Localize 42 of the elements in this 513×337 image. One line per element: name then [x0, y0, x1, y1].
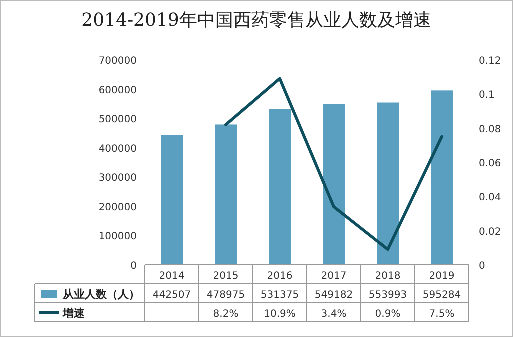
- data-label: 8.2%: [213, 309, 239, 320]
- data-label: 595284: [422, 290, 462, 301]
- bar: [269, 109, 291, 265]
- y-tick-label: 0: [130, 261, 137, 272]
- line-series: [224, 77, 444, 252]
- y2-tick-label: 0.06: [479, 158, 502, 170]
- data-label: 7.5%: [429, 309, 455, 320]
- x-tick-label: 2019: [429, 271, 455, 282]
- y2-tick-label: 0: [479, 261, 486, 272]
- legend-label: 增速: [62, 307, 86, 320]
- x-tick-label: 2016: [267, 271, 293, 282]
- data-label: 3.4%: [321, 309, 347, 320]
- x-tick-label: 2015: [213, 271, 239, 282]
- data-label: 478975: [206, 290, 246, 301]
- x-tick-label: 2014: [159, 271, 185, 282]
- y-tick-label: 100000: [98, 232, 137, 243]
- y-tick-label: 300000: [98, 173, 137, 184]
- bar: [431, 90, 453, 265]
- data-label: 442507: [152, 290, 192, 301]
- x-tick-label: 2017: [321, 271, 347, 282]
- bar: [323, 104, 345, 265]
- y2-tick-label: 0.1: [479, 90, 495, 102]
- x-tick-label: 2018: [375, 271, 401, 282]
- legend-label: 从业人数（人）: [62, 288, 140, 301]
- data-label: 531375: [260, 290, 300, 301]
- y2-tick-label: 0.12: [479, 56, 502, 67]
- chart-title: 2014-2019年中国西药零售从业人数及增速: [82, 10, 432, 31]
- bar: [161, 135, 183, 265]
- y-tick-label: 700000: [98, 56, 137, 67]
- y-tick-label: 500000: [98, 114, 137, 126]
- y2-tick-label: 0.04: [479, 192, 502, 204]
- y-tick-label: 400000: [98, 144, 137, 155]
- data-label: 553993: [368, 290, 408, 301]
- bar: [215, 124, 237, 265]
- bar: [377, 102, 399, 265]
- data-label: 549182: [314, 290, 354, 301]
- y2-tick-label: 0.02: [479, 226, 502, 238]
- y2-tick-label: 0.08: [479, 124, 502, 136]
- data-label: 0.9%: [375, 309, 401, 320]
- y-tick-label: 600000: [98, 85, 137, 96]
- data-label: 10.9%: [264, 309, 296, 320]
- y-tick-label: 200000: [98, 202, 137, 214]
